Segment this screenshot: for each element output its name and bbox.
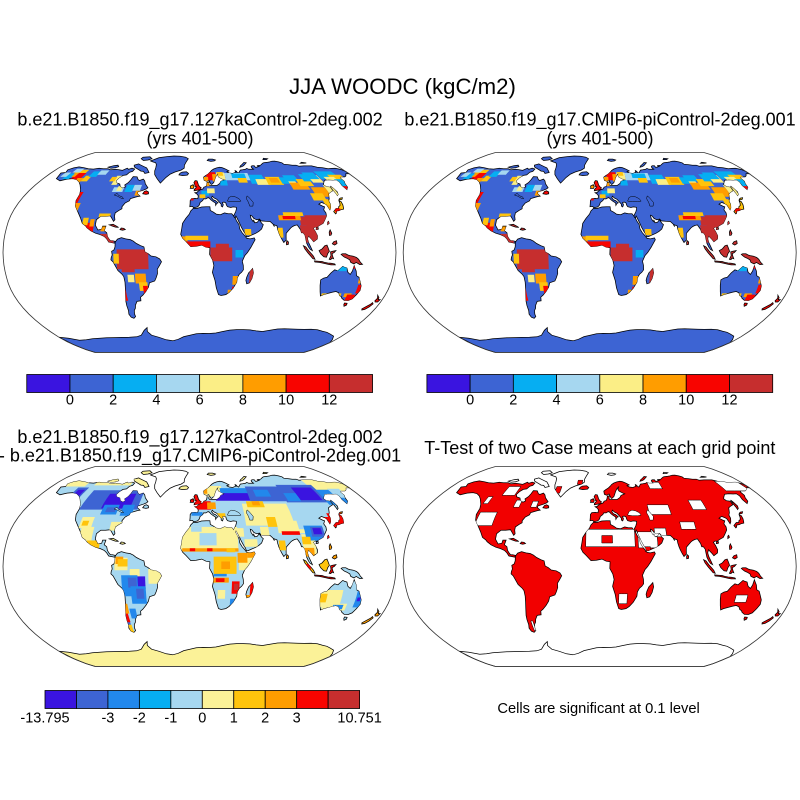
svg-text:0: 0 xyxy=(466,393,474,409)
svg-text:10.751: 10.751 xyxy=(337,710,381,726)
svg-text:10: 10 xyxy=(678,393,694,409)
svg-text:- b.e21.B1850.f19_g17.CMIP6-pi: - b.e21.B1850.f19_g17.CMIP6-piControl-2d… xyxy=(0,445,401,466)
svg-text:Cells are significant at 0.1 l: Cells are significant at 0.1 level xyxy=(497,701,699,717)
svg-text:-2: -2 xyxy=(133,710,146,726)
svg-text:JJA WOODC (kgC/m2): JJA WOODC (kgC/m2) xyxy=(289,74,516,99)
svg-text:b.e21.B1850.f19_g17.CMIP6-piCo: b.e21.B1850.f19_g17.CMIP6-piControl-2deg… xyxy=(404,110,795,131)
svg-text:8: 8 xyxy=(639,393,647,409)
svg-text:b.e21.B1850.f19_g17.127kaContr: b.e21.B1850.f19_g17.127kaControl-2deg.00… xyxy=(17,110,382,131)
svg-text:10: 10 xyxy=(278,393,294,409)
svg-text:4: 4 xyxy=(553,393,561,409)
svg-text:1: 1 xyxy=(230,710,238,726)
svg-text:2: 2 xyxy=(509,393,517,409)
svg-text:6: 6 xyxy=(596,393,604,409)
svg-text:0: 0 xyxy=(66,393,74,409)
svg-text:0: 0 xyxy=(198,710,206,726)
svg-text:T-Test of two Case means at ea: T-Test of two Case means at each grid po… xyxy=(424,438,775,458)
svg-text:-3: -3 xyxy=(101,710,114,726)
svg-text:-1: -1 xyxy=(164,710,177,726)
svg-text:8: 8 xyxy=(239,393,247,409)
svg-text:(yrs 401-500): (yrs 401-500) xyxy=(146,128,253,148)
svg-text:6: 6 xyxy=(196,393,204,409)
svg-text:12: 12 xyxy=(321,393,337,409)
svg-text:(yrs 401-500): (yrs 401-500) xyxy=(546,128,653,148)
svg-text:3: 3 xyxy=(293,710,301,726)
svg-text:-13.795: -13.795 xyxy=(20,710,69,726)
svg-text:4: 4 xyxy=(152,393,160,409)
svg-text:b.e21.B1850.f19_g17.127kaContr: b.e21.B1850.f19_g17.127kaControl-2deg.00… xyxy=(17,427,382,448)
svg-text:12: 12 xyxy=(721,393,737,409)
svg-text:2: 2 xyxy=(109,393,117,409)
svg-text:2: 2 xyxy=(261,710,269,726)
